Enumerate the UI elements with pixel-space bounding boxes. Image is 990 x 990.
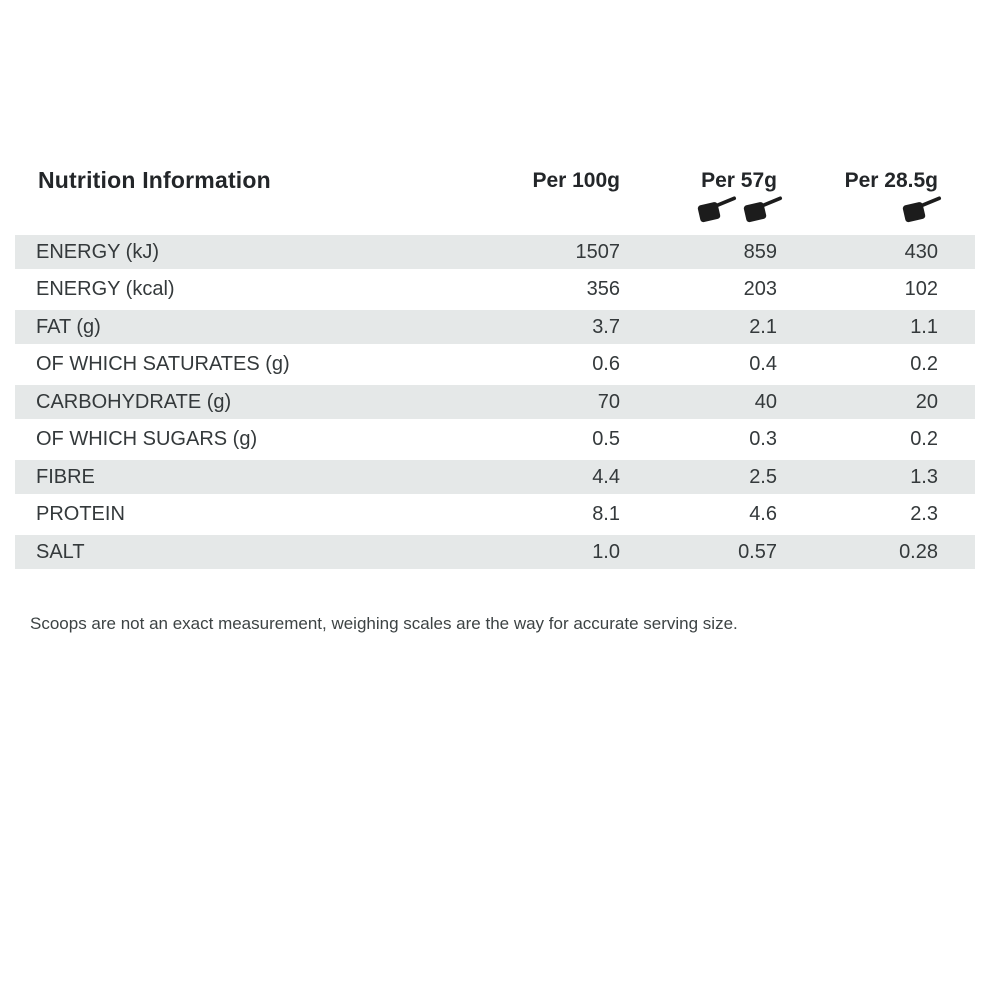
table-row: ENERGY (kJ) 1507 859 430 <box>15 235 975 269</box>
column-header-per-100g: Per 100g <box>532 169 620 192</box>
value-per-28-5g: 0.2 <box>910 353 938 375</box>
value-per-57g: 0.3 <box>749 428 777 450</box>
value-per-28-5g: 1.3 <box>910 465 938 488</box>
table-row: OF WHICH SATURATES (g) 0.6 0.4 0.2 <box>15 348 975 382</box>
nutrient-label: SALT <box>36 540 85 563</box>
scoop-icons-per-57g <box>692 194 784 224</box>
nutrient-label: ENERGY (kJ) <box>36 240 159 263</box>
value-per-100g: 1507 <box>575 240 621 263</box>
nutrition-table-body: ENERGY (kJ) 1507 859 430 ENERGY (kcal) 3… <box>15 235 975 573</box>
scoop-icon <box>743 196 783 223</box>
nutrient-label: ENERGY (kcal) <box>36 278 175 300</box>
table-row: CARBOHYDRATE (g) 70 40 20 <box>15 385 975 419</box>
value-per-57g: 2.1 <box>749 315 777 338</box>
nutrient-label: FIBRE <box>36 465 95 488</box>
value-per-57g: 0.57 <box>738 540 777 563</box>
nutrient-label: FAT (g) <box>36 315 101 338</box>
nutrient-label: OF WHICH SUGARS (g) <box>36 428 258 450</box>
value-per-100g: 356 <box>586 278 620 300</box>
value-per-57g: 40 <box>754 390 777 413</box>
column-header-per-28-5g: Per 28.5g <box>844 169 938 192</box>
scoop-icon <box>902 196 942 223</box>
value-per-28-5g: 2.3 <box>910 503 938 525</box>
value-per-100g: 4.4 <box>592 465 620 488</box>
value-per-28-5g: 1.1 <box>910 315 938 338</box>
nutrient-label: OF WHICH SATURATES (g) <box>36 353 290 375</box>
value-per-100g: 0.6 <box>592 353 620 375</box>
scoop-icon-per-28-5g <box>897 194 943 224</box>
nutrient-label: PROTEIN <box>36 503 125 525</box>
value-per-28-5g: 430 <box>904 240 938 263</box>
value-per-28-5g: 20 <box>915 390 938 413</box>
column-header-per-57g: Per 57g <box>701 169 777 192</box>
table-row: ENERGY (kcal) 356 203 102 <box>15 273 975 307</box>
table-row: OF WHICH SUGARS (g) 0.5 0.3 0.2 <box>15 423 975 457</box>
value-per-28-5g: 0.28 <box>899 540 938 563</box>
value-per-28-5g: 0.2 <box>910 428 938 450</box>
value-per-28-5g: 102 <box>904 278 938 300</box>
value-per-57g: 4.6 <box>749 503 777 525</box>
value-per-100g: 1.0 <box>592 540 620 563</box>
value-per-100g: 8.1 <box>592 503 620 525</box>
table-row: FAT (g) 3.7 2.1 1.1 <box>15 310 975 344</box>
table-row: FIBRE 4.4 2.5 1.3 <box>15 460 975 494</box>
scoop-icon <box>697 196 737 223</box>
table-title: Nutrition Information <box>38 167 271 193</box>
value-per-57g: 859 <box>743 240 777 263</box>
table-row: SALT 1.0 0.57 0.28 <box>15 535 975 569</box>
value-per-57g: 2.5 <box>749 465 777 488</box>
table-row: PROTEIN 8.1 4.6 2.3 <box>15 498 975 532</box>
nutrient-label: CARBOHYDRATE (g) <box>36 390 232 413</box>
scoop-disclaimer-note: Scoops are not an exact measurement, wei… <box>30 614 738 633</box>
value-per-57g: 0.4 <box>749 353 777 375</box>
value-per-57g: 203 <box>743 278 777 300</box>
value-per-100g: 0.5 <box>592 428 620 450</box>
value-per-100g: 70 <box>597 390 620 413</box>
value-per-100g: 3.7 <box>592 315 620 338</box>
